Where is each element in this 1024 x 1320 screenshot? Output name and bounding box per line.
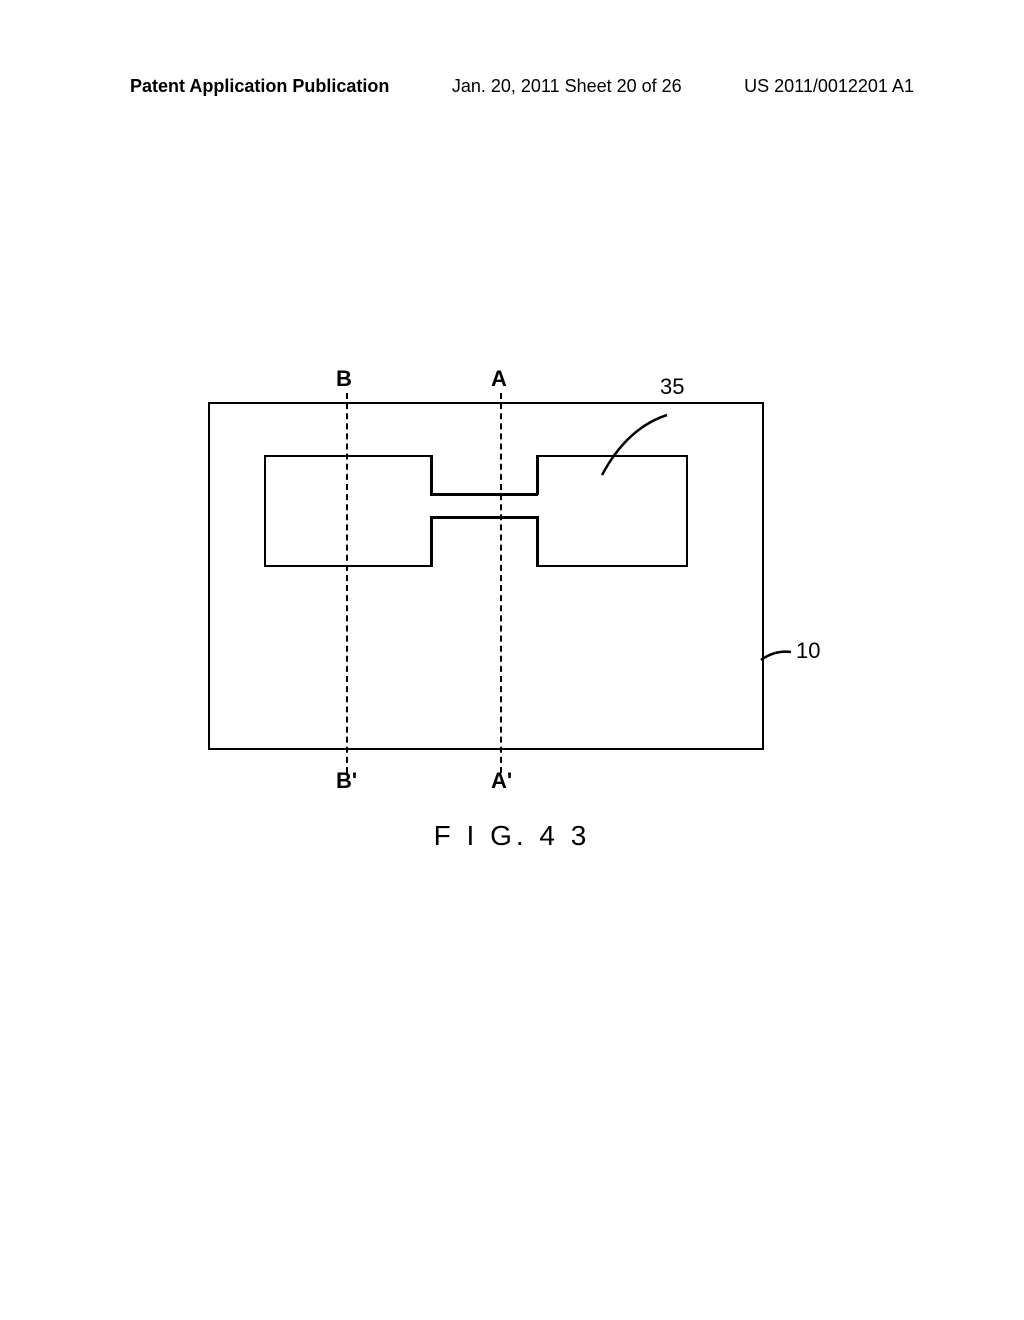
leader-line-35 [572, 413, 672, 483]
label-a-top: A [491, 366, 507, 392]
shape-connector-bottom [430, 516, 538, 519]
label-b-top: B [336, 366, 352, 392]
header-center: Jan. 20, 2011 Sheet 20 of 26 [452, 76, 682, 97]
header-right: US 2011/0012201 A1 [744, 76, 914, 97]
header-left: Patent Application Publication [130, 76, 389, 97]
shape-left-pad [264, 455, 432, 567]
page-header: Patent Application Publication Jan. 20, … [0, 76, 1024, 97]
section-line-a [500, 393, 502, 773]
leader-line-10 [753, 648, 793, 668]
label-a-bottom: A' [491, 768, 512, 794]
shape-connector-top [430, 493, 538, 496]
figure-43: B A B' A' 35 10 [208, 380, 764, 750]
label-ref-10: 10 [796, 638, 820, 664]
label-b-bottom: B' [336, 768, 357, 794]
notch-left-bottom [430, 516, 433, 567]
notch-right-top [536, 455, 539, 495]
notch-right-bottom [536, 516, 539, 567]
label-ref-35: 35 [660, 374, 684, 400]
figure-caption: F I G. 4 3 [0, 820, 1024, 852]
notch-left-top [430, 455, 433, 495]
section-line-b [346, 393, 348, 773]
